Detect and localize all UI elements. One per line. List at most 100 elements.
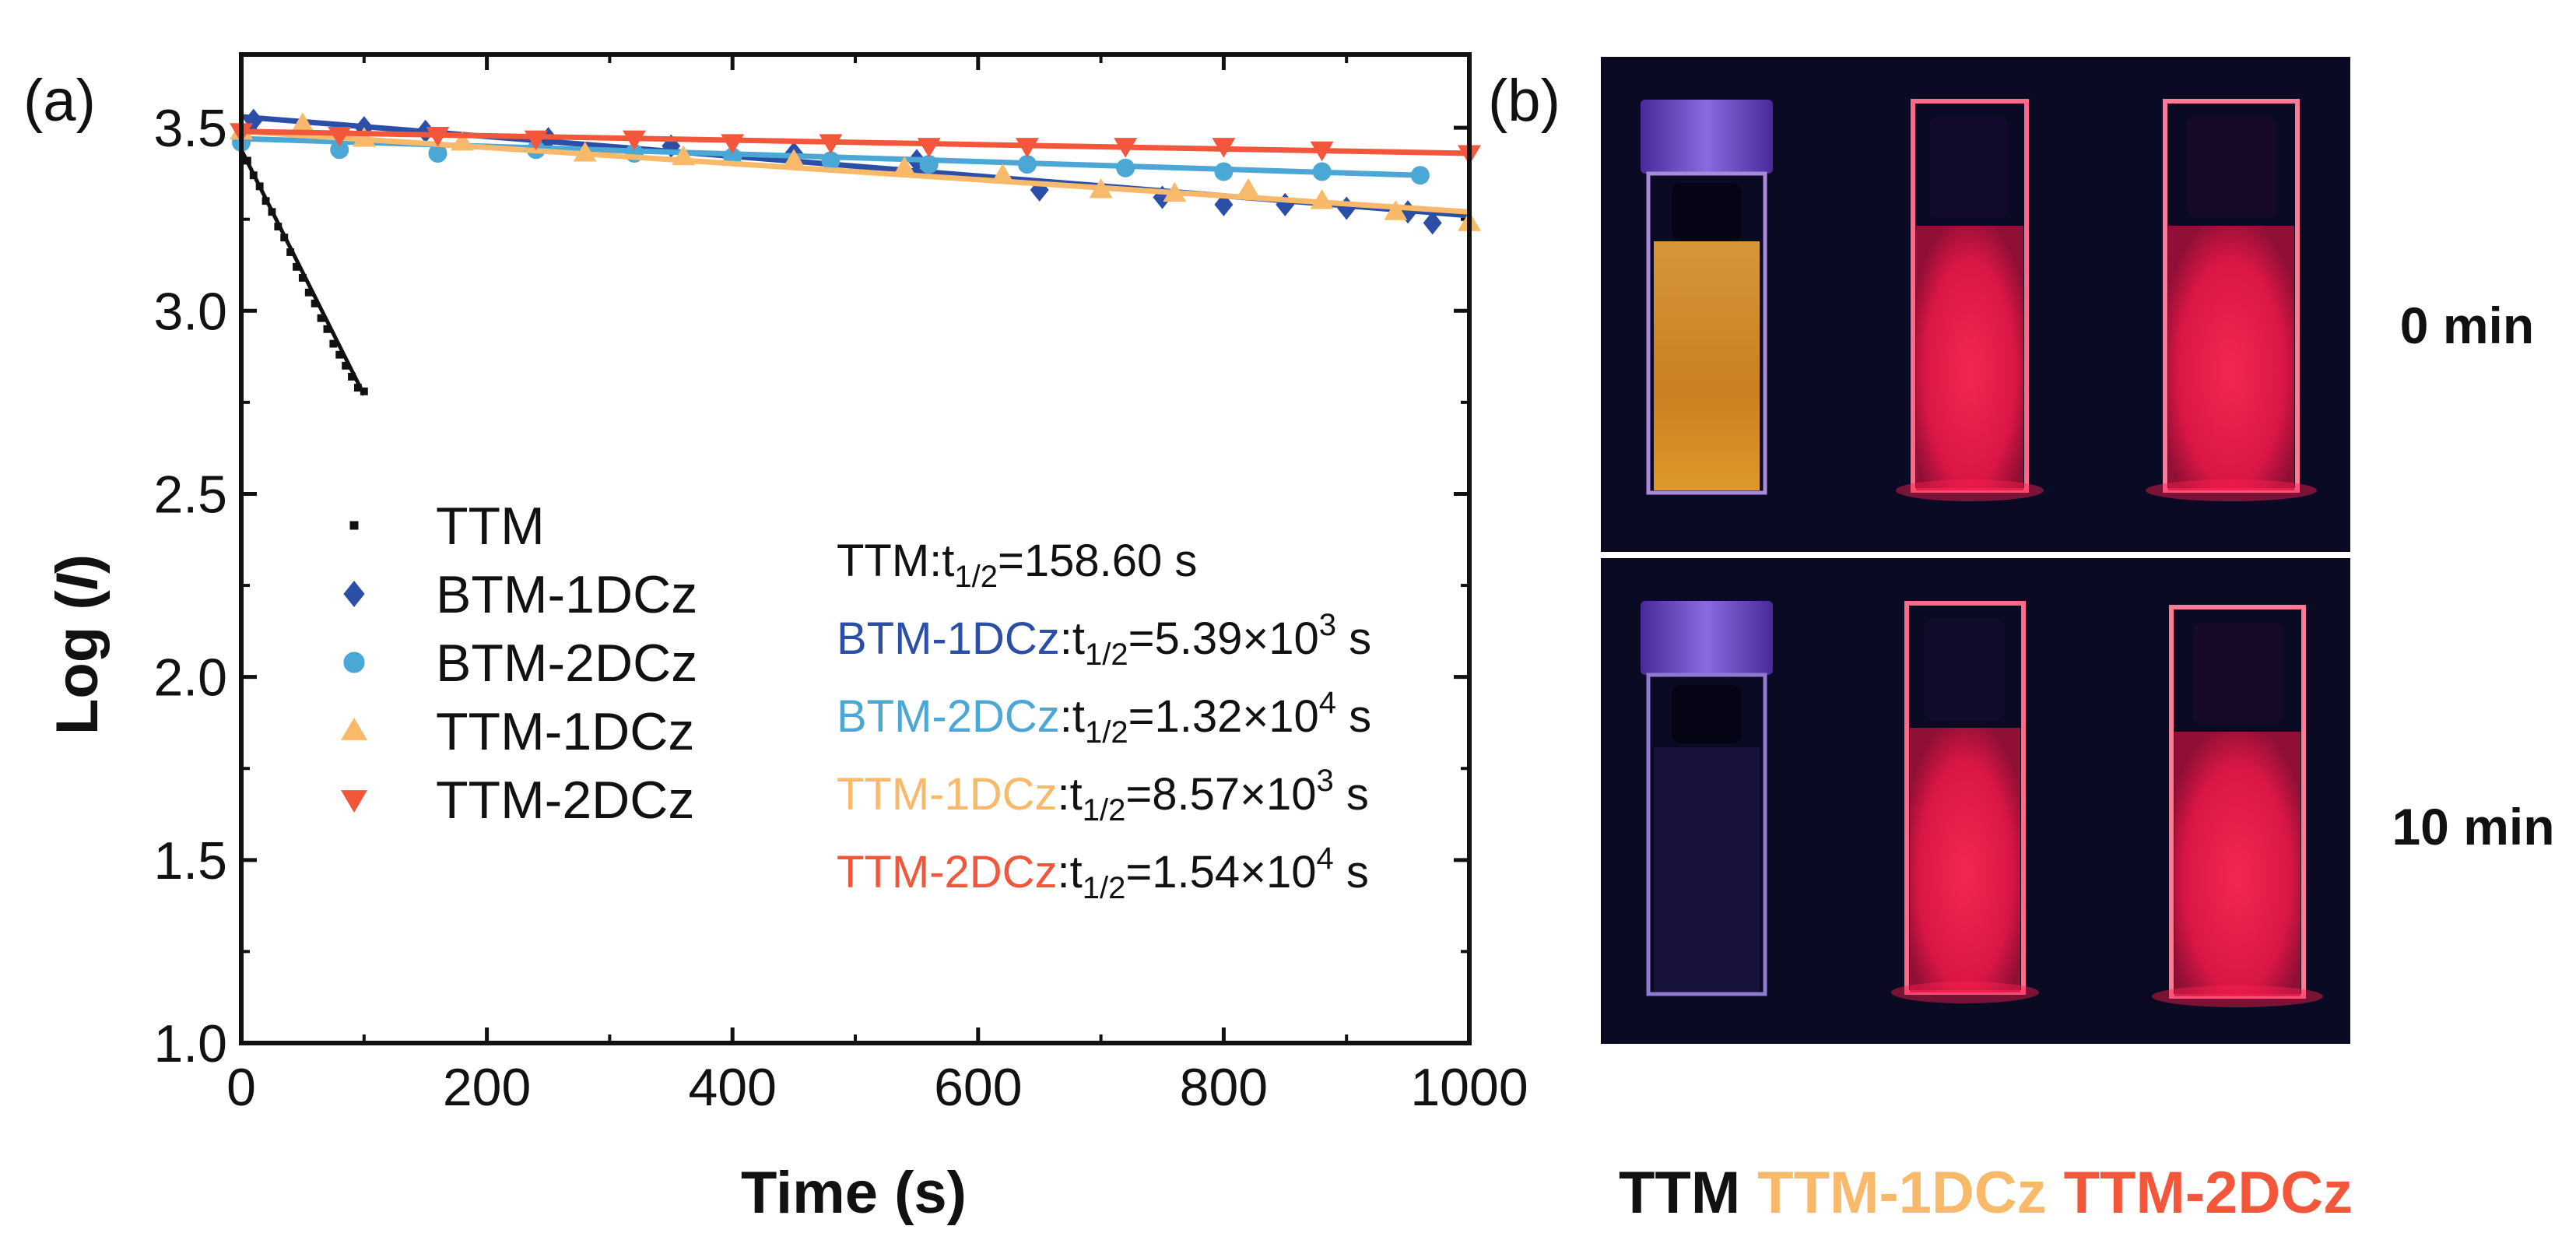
- data-point-btm-1dcz: [1423, 211, 1442, 235]
- cuvette-ttm-2dcz-10min: [2152, 605, 2323, 1007]
- fit-line-ttm-2dcz: [240, 128, 1470, 156]
- half-life-unit: s: [1334, 847, 1369, 897]
- legend-marker-ttm-1dcz: [341, 718, 367, 740]
- plot-frame: [239, 52, 1472, 1045]
- half-life-sample-name: TTM-1DCz: [837, 769, 1058, 820]
- legend-marker-btm-1dcz: [343, 581, 365, 607]
- legend-label: BTM-1DCz: [436, 565, 697, 624]
- data-point-ttm-1dcz: [893, 156, 917, 177]
- x-tick-label: 600: [934, 1058, 1022, 1117]
- data-point-ttm: [329, 339, 338, 348]
- half-life-annotation: BTM-1DCz:t1/2=5.39×103 s: [837, 608, 1371, 672]
- sample-label-ttm-2dcz: TTM-2DCz: [2064, 1160, 2353, 1226]
- half-life-annotation: TTM-1DCz:t1/2=8.57×103 s: [837, 764, 1369, 827]
- half-life-symbol: :t: [1060, 613, 1085, 664]
- half-life-exponent: 4: [1317, 841, 1334, 876]
- half-life-sample-name: BTM-2DCz: [837, 691, 1060, 742]
- fit-line-ttm: [239, 149, 367, 396]
- y-tick-label: 3.5: [153, 99, 227, 158]
- half-life-symbol: :t: [1058, 769, 1083, 820]
- y-axis-title: Log (I): [44, 554, 111, 735]
- half-life-unit: s: [1334, 769, 1369, 820]
- time-label-0min: 0 min: [2400, 297, 2534, 354]
- half-life-symbol: :t: [929, 536, 954, 586]
- y-tick-label: 2.0: [153, 648, 227, 708]
- half-life-subscript: 1/2: [1083, 793, 1126, 827]
- x-tick-label: 400: [688, 1058, 776, 1117]
- cuvette-photo: [1601, 57, 2350, 1044]
- half-life-sample-name: TTM-2DCz: [837, 847, 1058, 897]
- legend-label: TTM: [436, 497, 545, 556]
- half-life-exponent: 3: [1319, 608, 1336, 642]
- cuvette-ttm-0min: [1641, 100, 1773, 495]
- data-point-ttm: [286, 248, 295, 256]
- half-life-exponent: 4: [1319, 686, 1336, 720]
- panel-b-label: (b): [1488, 68, 1560, 134]
- data-point-ttm-1dcz: [782, 149, 806, 169]
- y-axis-title-var: I: [44, 572, 111, 590]
- half-life-annotation: TTM:t1/2=158.60 s: [837, 536, 1197, 594]
- data-point-ttm: [311, 299, 319, 307]
- half-life-value: =1.32×10: [1128, 691, 1319, 742]
- y-axis-title-suffix: ): [44, 554, 111, 574]
- data-point-ttm: [342, 361, 350, 370]
- half-life-subscript: 1/2: [1085, 638, 1128, 672]
- data-point-ttm: [304, 288, 313, 297]
- half-life-value: =158.60 s: [998, 536, 1197, 586]
- half-life-symbol: :t: [1058, 847, 1083, 897]
- legend-marker-ttm: [349, 521, 359, 530]
- half-life-unit: s: [1336, 613, 1371, 664]
- x-tick-label: 1000: [1410, 1058, 1528, 1117]
- half-life-sample-name: BTM-1DCz: [837, 613, 1060, 664]
- legend-label: TTM-2DCz: [436, 771, 694, 830]
- y-tick-label: 1.5: [153, 831, 227, 890]
- cuvette-ttm-2dcz-0min: [2146, 99, 2317, 501]
- x-tick-label: 200: [443, 1058, 531, 1117]
- data-point-ttm: [293, 262, 300, 271]
- half-life-annotation: TTM-2DCz:t1/2=1.54×104 s: [837, 841, 1369, 905]
- legend-label: TTM-1DCz: [436, 702, 694, 761]
- y-tick-label: 3.0: [153, 282, 227, 341]
- half-life-symbol: :t: [1060, 691, 1085, 742]
- y-tick-label: 1.0: [153, 1014, 227, 1073]
- fit-line-ttm-1dcz: [240, 128, 1470, 215]
- cuvette-ttm-10min: [1641, 601, 1773, 996]
- data-point-ttm: [317, 314, 325, 322]
- y-tick-label: 2.5: [153, 465, 227, 524]
- data-point-ttm: [353, 384, 362, 392]
- x-tick-label: 800: [1180, 1058, 1268, 1117]
- half-life-sample-name: TTM: [837, 536, 929, 586]
- data-point-ttm: [335, 350, 344, 359]
- cuvette-ttm-1dcz-10min: [1891, 601, 2039, 1003]
- half-life-value: =5.39×10: [1128, 613, 1319, 664]
- data-point-ttm-1dcz: [1384, 200, 1408, 220]
- half-life-exponent: 3: [1317, 764, 1334, 798]
- sample-labels: TTM TTM-1DCz TTM-2DCz: [1619, 1160, 2353, 1226]
- legend-label: BTM-2DCz: [436, 634, 697, 693]
- chart-panel-a: 0 200 400 600 800 1000 1.0 1.5 2.0 2.5 3.0 3.5 TTM BT…: [153, 52, 1528, 1117]
- sample-label-ttm: TTM: [1619, 1160, 1740, 1226]
- data-point-ttm: [348, 372, 356, 381]
- legend-marker-ttm-2dcz: [341, 790, 367, 813]
- data-point-btm-2dcz: [330, 140, 349, 160]
- data-point-btm-1dcz: [1276, 192, 1295, 216]
- panel-a-label: (a): [23, 68, 96, 134]
- half-life-subscript: 1/2: [1085, 715, 1128, 750]
- half-life-subscript: 1/2: [1083, 871, 1126, 905]
- data-point-ttm: [298, 273, 307, 282]
- half-life-annotation: BTM-2DCz:t1/2=1.32×104 s: [837, 686, 1371, 750]
- y-axis-title-prefix: Log (: [44, 590, 111, 735]
- half-life-subscript: 1/2: [954, 560, 998, 594]
- half-life-value: =1.54×10: [1125, 847, 1316, 897]
- photo-divider: [1601, 552, 2350, 558]
- x-axis-title: Time (s): [741, 1160, 967, 1226]
- data-point-ttm: [323, 325, 332, 333]
- sample-label-ttm-1dcz: TTM-1DCz: [1757, 1160, 2047, 1226]
- data-point-btm-2dcz: [428, 144, 447, 163]
- data-point-ttm-1dcz: [1236, 178, 1260, 198]
- data-point-ttm-1dcz: [290, 112, 314, 132]
- legend-marker-btm-2dcz: [343, 652, 365, 673]
- x-tick-label: 0: [226, 1058, 256, 1117]
- half-life-unit: s: [1336, 691, 1371, 742]
